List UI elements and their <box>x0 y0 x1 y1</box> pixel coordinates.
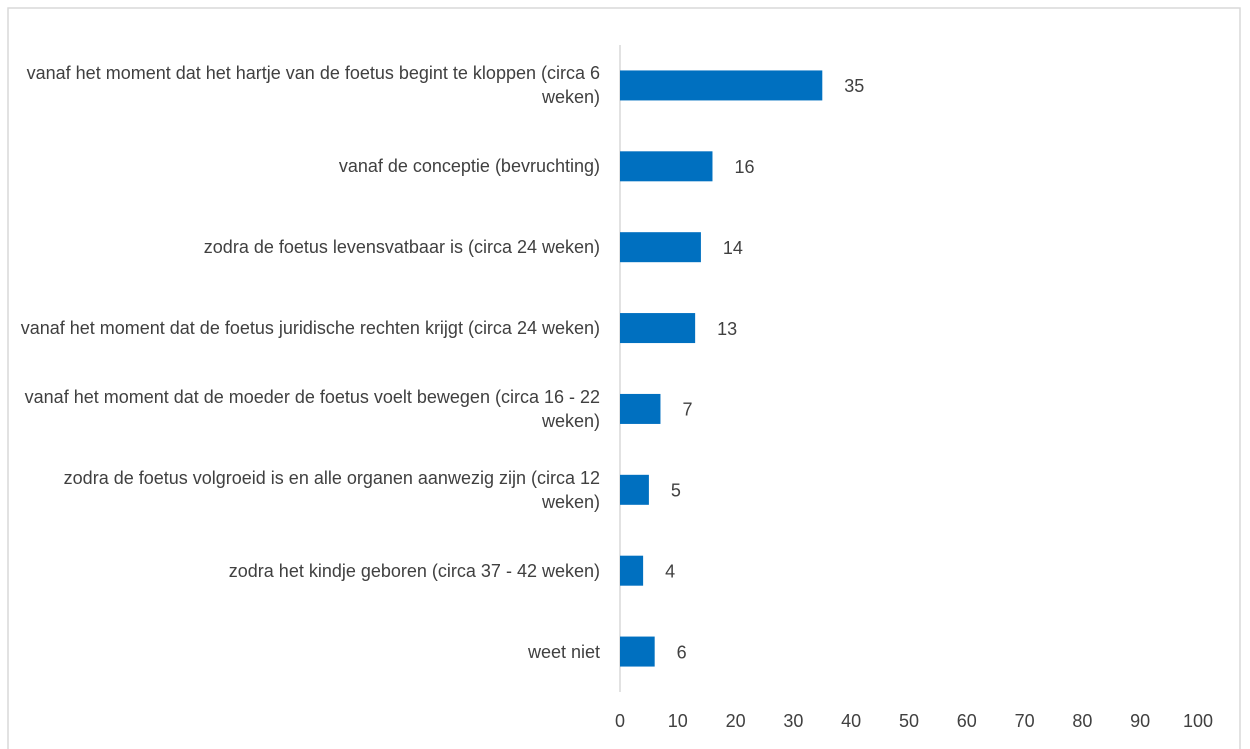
data-label: 16 <box>734 157 754 177</box>
y-tick-label: zodra het kindje geboren (circa 37 - 42 … <box>228 560 600 581</box>
bar <box>620 70 823 101</box>
x-tick-label: 20 <box>726 711 746 731</box>
y-tick-label: zodra de foetus volgroeid is en alle org… <box>63 467 600 512</box>
data-label: 7 <box>682 400 692 420</box>
bar <box>620 636 655 667</box>
y-tick-label: vanaf het moment dat de moeder de foetus… <box>24 386 600 431</box>
data-label: 14 <box>723 238 743 258</box>
chart-frame <box>7 7 1241 749</box>
x-tick-label: 30 <box>783 711 803 731</box>
bar <box>620 313 696 344</box>
data-label: 13 <box>717 319 737 339</box>
data-label: 6 <box>677 642 687 662</box>
x-tick-label: 90 <box>1130 711 1150 731</box>
y-tick-label: weet niet <box>527 641 600 662</box>
bar <box>620 393 661 424</box>
data-label: 5 <box>671 481 681 501</box>
y-tick-label: vanaf het moment dat de foetus juridisch… <box>20 318 600 339</box>
y-tick-label: vanaf de conceptie (bevruchting) <box>338 156 600 177</box>
x-tick-label: 50 <box>899 711 919 731</box>
x-tick-label: 100 <box>1183 711 1213 731</box>
y-tick-label: vanaf het moment dat het hartje van de f… <box>26 63 600 108</box>
bar <box>620 555 644 586</box>
x-tick-label: 10 <box>668 711 688 731</box>
data-label: 35 <box>844 76 864 96</box>
x-tick-label: 60 <box>957 711 977 731</box>
y-tick-label: zodra de foetus levensvatbaar is (circa … <box>203 237 600 258</box>
x-tick-label: 70 <box>1015 711 1035 731</box>
bar <box>620 474 649 505</box>
x-tick-label: 80 <box>1072 711 1092 731</box>
bar <box>620 232 701 263</box>
bar <box>620 151 713 182</box>
x-tick-label: 0 <box>615 711 625 731</box>
data-label: 4 <box>665 561 675 581</box>
x-tick-label: 40 <box>841 711 861 731</box>
